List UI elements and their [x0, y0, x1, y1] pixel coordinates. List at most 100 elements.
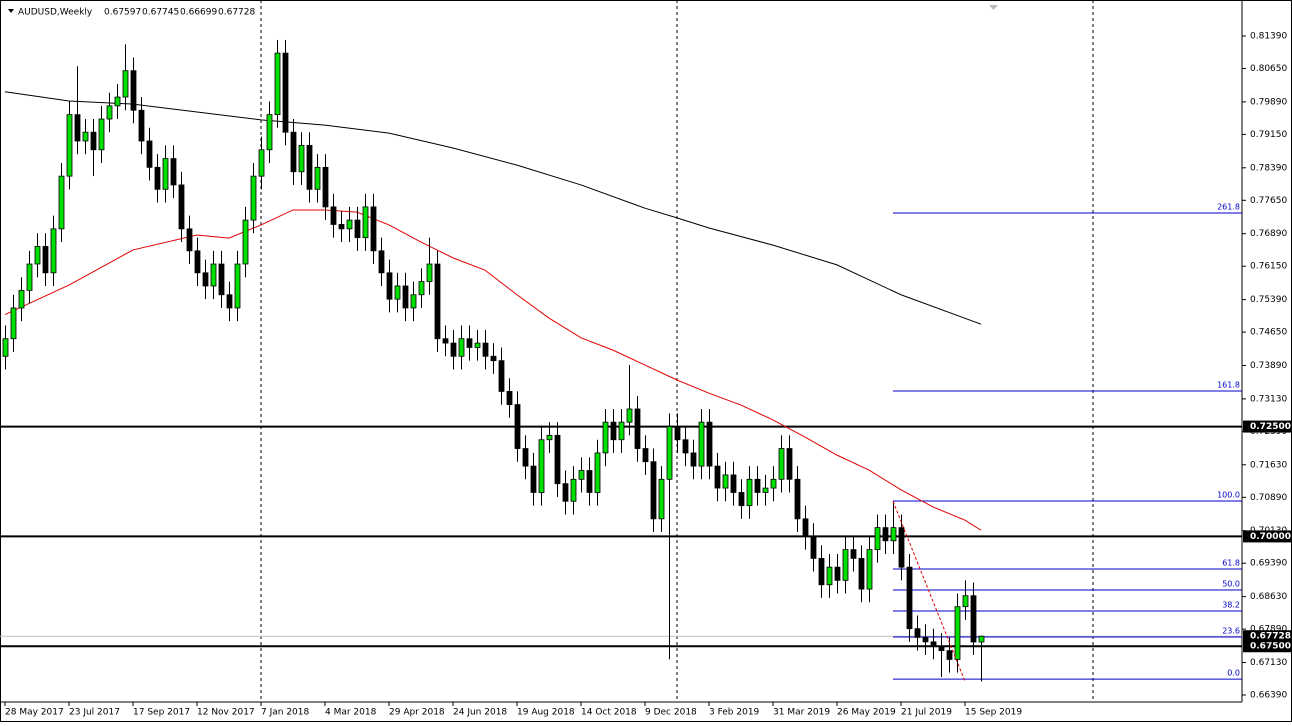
candle-body: [26, 263, 33, 291]
candle-body: [938, 645, 945, 652]
candle-body: [922, 637, 929, 643]
candle-body: [186, 228, 193, 252]
candle-body: [754, 478, 761, 493]
candle-body: [482, 342, 489, 357]
level-box: [1243, 420, 1291, 433]
candle-body: [466, 338, 473, 348]
candle-body: [746, 478, 753, 507]
candle-body: [258, 149, 265, 177]
candle-body: [66, 114, 73, 177]
candle-body: [314, 166, 321, 190]
candle-body: [122, 70, 129, 98]
candle-body: [530, 465, 537, 493]
candle-body: [474, 342, 481, 348]
y-tick-label: 0.77650: [1250, 196, 1287, 206]
candle-body: [42, 246, 49, 274]
fib-label: 23.6: [1222, 627, 1240, 636]
candle-body: [442, 338, 449, 344]
candle-body: [666, 426, 673, 480]
candle-body: [10, 307, 17, 340]
candle-body: [498, 360, 505, 392]
y-tick-label: 0.78390: [1250, 163, 1287, 173]
candle-body: [834, 566, 841, 581]
candle-body: [170, 158, 177, 186]
candle-body: [402, 285, 409, 309]
trendline: [892, 501, 966, 682]
candle-body: [282, 52, 289, 133]
candle-body: [810, 536, 817, 559]
candle-body: [218, 263, 225, 296]
current-price-label: 0.67728: [1250, 632, 1291, 642]
menu-arrow[interactable]: [8, 9, 14, 13]
fib-label: 38.2: [1222, 601, 1240, 610]
candle-body: [18, 289, 25, 309]
y-tick-label: 0.66390: [1250, 691, 1287, 701]
candle-body: [602, 421, 609, 454]
candle-body: [906, 566, 913, 630]
candle-body: [210, 263, 217, 287]
candle-body: [394, 285, 401, 300]
y-tick-label: 0.79150: [1250, 130, 1287, 140]
candle-body: [50, 228, 57, 274]
candle-body: [114, 96, 121, 107]
header-open: 0.67597: [104, 8, 141, 18]
candle-body: [562, 483, 569, 502]
candle-body: [546, 434, 553, 441]
y-tick-label: 0.68630: [1250, 592, 1287, 602]
candle-body: [770, 478, 777, 489]
y-tick-label: 0.67890: [1250, 625, 1287, 635]
y-tick-label: 0.73130: [1250, 394, 1287, 404]
candle-body: [738, 492, 745, 507]
candle-body: [658, 478, 665, 520]
candle-body: [690, 452, 697, 467]
candle-body: [522, 448, 529, 467]
candle-body: [450, 342, 457, 357]
candle-body: [642, 448, 649, 463]
candle-body: [586, 470, 593, 493]
x-tick-label: 26 May 2019: [837, 708, 896, 718]
candle-body: [514, 404, 521, 449]
candle-body: [2, 338, 9, 357]
candle-body: [274, 52, 281, 116]
candle-body: [946, 650, 953, 660]
y-tick-label: 0.79890: [1250, 97, 1287, 107]
level-box: [1243, 640, 1291, 653]
fib-label: 100.0: [1217, 491, 1240, 500]
level-box: [1243, 530, 1291, 543]
y-tick-label: 0.81390: [1250, 31, 1287, 41]
candle-body: [130, 70, 137, 111]
candle-body: [714, 465, 721, 489]
y-tick-label: 0.76890: [1250, 229, 1287, 239]
candle-body: [650, 461, 657, 520]
candle-body: [290, 131, 297, 173]
x-tick-label: 31 Mar 2019: [773, 708, 830, 718]
y-tick-label: 0.67130: [1250, 658, 1287, 668]
candle-body: [370, 206, 377, 252]
candle-body: [818, 557, 825, 586]
candle-body: [226, 294, 233, 309]
moving-average: [4, 91, 982, 325]
candle-body: [330, 206, 337, 225]
x-tick-label: 14 Oct 2018: [581, 708, 637, 718]
fib-label: 161.8: [1217, 381, 1240, 390]
x-tick-label: 24 Jun 2018: [453, 708, 507, 718]
candle-body: [234, 263, 241, 309]
candle-body: [418, 281, 425, 296]
candle-body: [74, 114, 81, 142]
shift-marker[interactable]: [989, 5, 998, 10]
candle-body: [786, 448, 793, 480]
candle-body: [146, 140, 153, 168]
candle-body: [378, 250, 385, 274]
candle-body: [970, 595, 977, 643]
level-label: 0.70000: [1250, 532, 1291, 542]
x-tick-label: 29 Apr 2018: [389, 708, 445, 718]
candle-body: [538, 439, 545, 493]
candle-body: [626, 408, 633, 423]
candle-body: [610, 421, 617, 441]
x-tick-label: 12 Nov 2017: [197, 708, 255, 718]
candle-body: [578, 470, 585, 480]
x-tick-label: 7 Jan 2018: [261, 708, 309, 718]
candle-body: [682, 439, 689, 454]
x-tick-label: 9 Dec 2018: [645, 708, 697, 718]
candle-body: [898, 527, 905, 568]
